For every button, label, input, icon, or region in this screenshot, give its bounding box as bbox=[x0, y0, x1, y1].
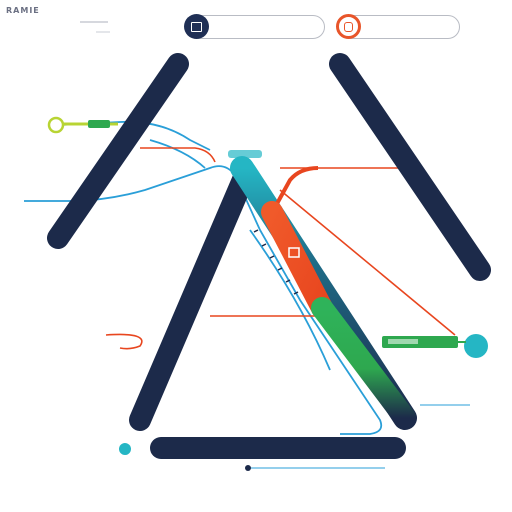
route-blue-branch bbox=[149, 139, 206, 169]
route-red-diag bbox=[279, 189, 456, 336]
red-elbow bbox=[266, 166, 319, 221]
header-pill-left bbox=[184, 14, 325, 39]
route-red-hook bbox=[105, 333, 143, 350]
teal-node-bottom-left bbox=[119, 443, 131, 455]
route-blue-upper bbox=[59, 120, 211, 151]
diag-ticks bbox=[253, 229, 299, 295]
green-stroke bbox=[311, 297, 416, 429]
header-dashes bbox=[80, 21, 110, 33]
header-pill-right bbox=[336, 14, 460, 39]
route-red-upper bbox=[140, 147, 216, 163]
teal-node-right bbox=[464, 334, 488, 358]
bottom-bar bbox=[150, 437, 406, 459]
navy-dot-bottom bbox=[245, 465, 251, 471]
navy-stroke-right bbox=[329, 53, 491, 281]
lime-node bbox=[47, 116, 65, 134]
route-blue-inner bbox=[249, 229, 331, 371]
monitor-icon bbox=[184, 14, 209, 39]
red-routes bbox=[105, 147, 456, 350]
red-stroke bbox=[261, 201, 333, 319]
navy-stroke-center-left bbox=[129, 164, 256, 431]
navy-stroke-left-upper bbox=[47, 53, 189, 249]
route-blue-main bbox=[24, 165, 383, 435]
red-stroke-icon bbox=[288, 247, 300, 258]
green-callout bbox=[382, 336, 466, 348]
teal-chip bbox=[228, 150, 262, 158]
blue-routes bbox=[24, 120, 385, 469]
lock-icon bbox=[336, 14, 361, 39]
lime-arrow bbox=[47, 116, 118, 134]
corner-mark: RAMIE bbox=[6, 6, 40, 15]
